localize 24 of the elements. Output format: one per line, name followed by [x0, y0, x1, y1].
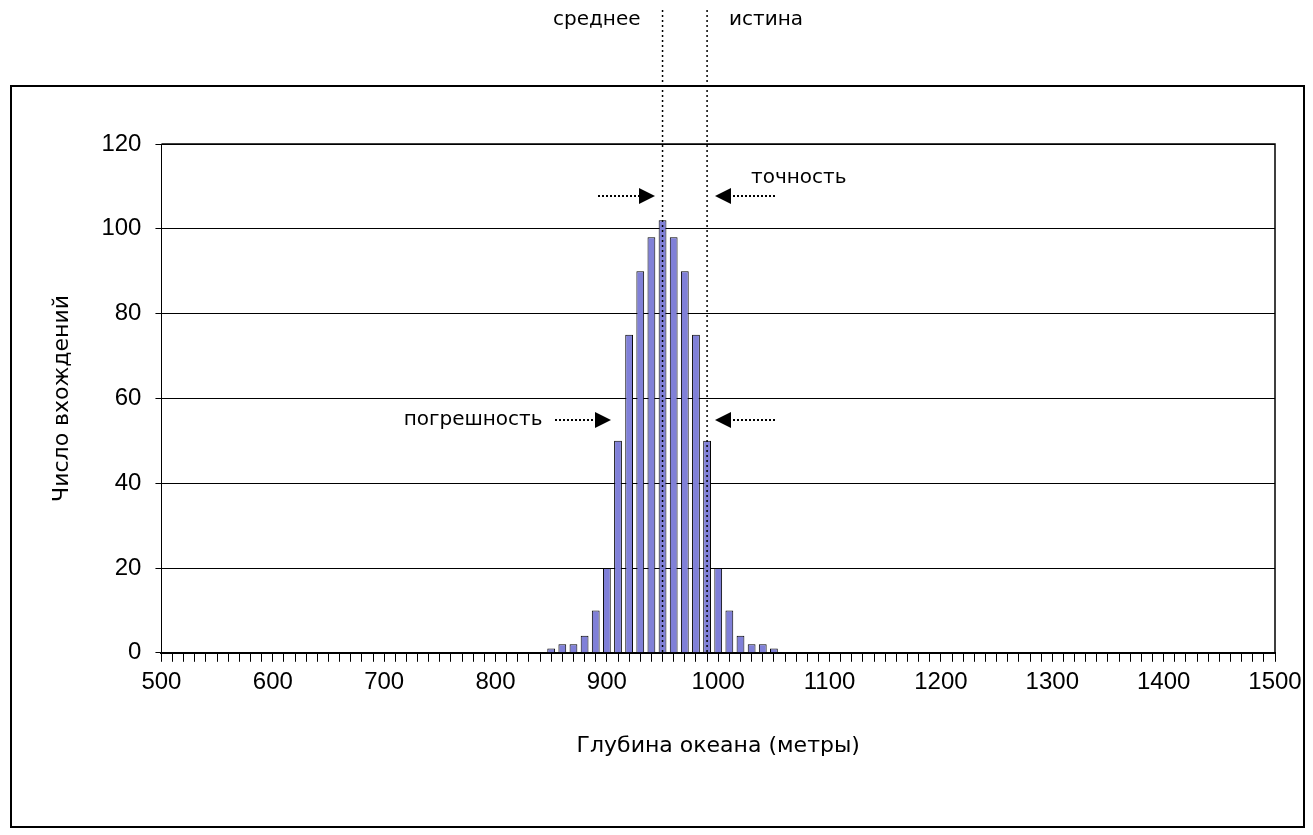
x-axis-title: Глубина океана (метры) [576, 731, 860, 757]
x-tick-label: 600 [252, 666, 293, 694]
y-tick-label: 40 [114, 467, 142, 495]
x-tick-label: 1200 [914, 666, 968, 694]
y-tick-label: 80 [114, 298, 142, 326]
y-tick-label: 100 [101, 213, 142, 241]
x-tick-label: 900 [586, 666, 627, 694]
y-tick-label: 120 [101, 128, 142, 156]
x-tick-label: 1500 [1248, 666, 1302, 694]
x-tick-label: 500 [141, 666, 182, 694]
x-tick-label: 1000 [691, 666, 745, 694]
x-tick-label: 1300 [1025, 666, 1079, 694]
ref-line-label: среднее [553, 6, 641, 31]
y-tick-label: 20 [114, 552, 142, 580]
x-tick-label: 700 [364, 666, 405, 694]
x-tick-label: 800 [475, 666, 516, 694]
y-tick-label: 0 [128, 637, 142, 665]
x-tick-label: 1100 [803, 666, 856, 694]
annotation: погрешность [403, 405, 543, 430]
ref-line-label: истина [729, 6, 804, 31]
x-tick-label: 1400 [1136, 666, 1191, 694]
annotation: точность [751, 163, 847, 188]
y-axis-title: Число вхождений [47, 294, 73, 502]
y-tick-label: 60 [114, 383, 142, 411]
